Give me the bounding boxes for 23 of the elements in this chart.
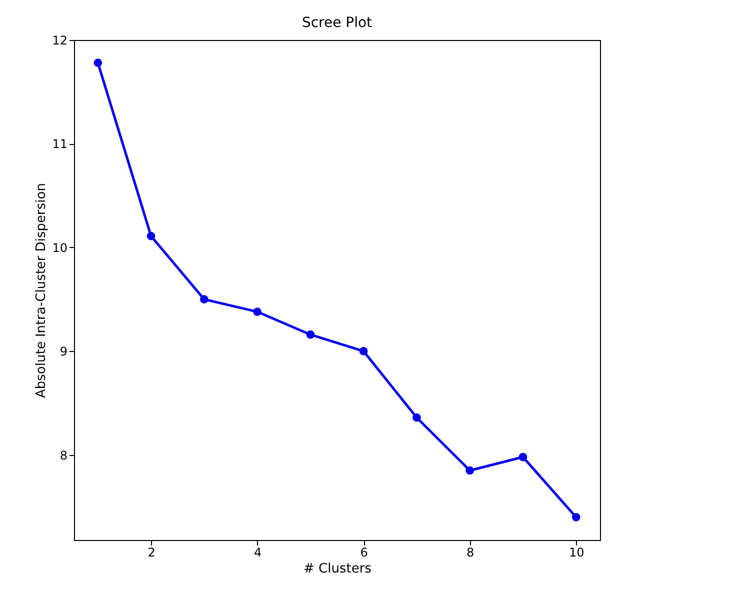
point <box>359 347 368 356</box>
x-tick-label: 2 <box>148 546 156 560</box>
x-axis-title: # Clusters <box>304 562 372 576</box>
point <box>572 513 580 522</box>
x-tick-label: 6 <box>360 546 368 560</box>
y-tick-label: 10 <box>52 240 68 255</box>
point <box>412 413 421 422</box>
x-tick-label: 4 <box>254 546 262 560</box>
y-tick-label: 12 <box>52 34 68 48</box>
point <box>306 330 315 339</box>
y-tick-label: 11 <box>52 137 68 152</box>
point <box>94 58 102 67</box>
point <box>253 308 262 316</box>
point <box>466 466 474 475</box>
point <box>200 295 208 304</box>
y-tick-label: 9 <box>60 344 68 359</box>
y-tick-label: 8 <box>60 448 68 462</box>
x-tick-label: 8 <box>466 546 474 560</box>
chart-title: Scree Plot <box>302 15 373 31</box>
point <box>518 452 528 462</box>
y-axis-title: Absolute Intra-Cluster Dispersion <box>34 183 50 398</box>
point <box>146 232 156 240</box>
x-tick-label: 10 <box>568 546 584 560</box>
